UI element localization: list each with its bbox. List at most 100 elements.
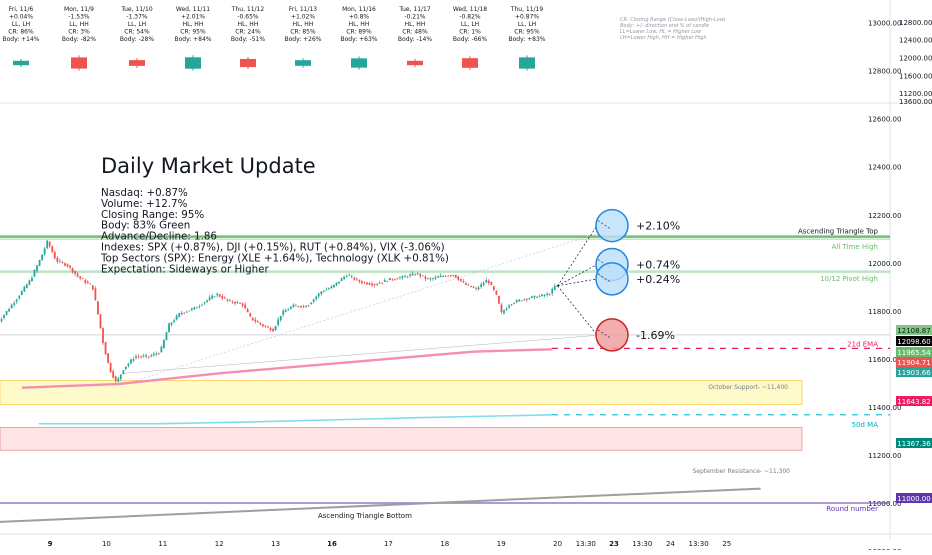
price-candle xyxy=(71,268,74,273)
y-axis-tick: 11000.00 xyxy=(868,500,901,508)
daily-card-line: LL, LH xyxy=(12,21,30,28)
daily-card-line: Body: +63% xyxy=(340,36,377,43)
price-candle xyxy=(378,282,381,284)
price-candle xyxy=(343,276,346,279)
price-candle xyxy=(340,278,343,282)
price-candle xyxy=(43,248,46,255)
price-candle xyxy=(551,288,554,294)
daily-card-candle xyxy=(295,60,311,66)
price-candle xyxy=(160,346,163,353)
price-candle xyxy=(320,291,323,294)
label-triangle-top: Ascending Triangle Top xyxy=(798,228,879,236)
price-candle xyxy=(300,306,302,308)
price-candle xyxy=(437,276,439,278)
price-badge: 11965.54 xyxy=(897,349,931,357)
price-candle xyxy=(150,355,153,357)
price-badge-bg xyxy=(896,367,932,377)
price-candle xyxy=(465,283,467,285)
price-candle xyxy=(124,366,127,370)
price-candle xyxy=(254,319,257,322)
price-candle xyxy=(269,327,272,331)
price-candle xyxy=(66,264,69,267)
daily-card-line: Body: -66% xyxy=(453,36,487,43)
daily-card-candle xyxy=(519,57,535,69)
price-candle xyxy=(295,305,297,307)
update-line: Top Sectors (SPX): Energy (XLE +1.64%), … xyxy=(100,252,449,264)
price-candle xyxy=(122,370,125,375)
price-candle xyxy=(305,306,307,308)
price-candle xyxy=(15,299,18,302)
x-axis-tick: 10 xyxy=(102,540,111,548)
projection-line xyxy=(557,285,598,336)
x-axis-tick: 13 xyxy=(271,540,280,548)
price-candle xyxy=(218,294,221,297)
price-candle xyxy=(241,303,244,306)
price-candle xyxy=(442,276,445,277)
price-candle xyxy=(353,277,356,280)
daily-card-line: -0.82% xyxy=(459,14,481,21)
price-candle xyxy=(0,319,3,322)
price-candle xyxy=(381,282,384,284)
price-candle xyxy=(99,314,102,329)
price-candle xyxy=(112,370,115,378)
price-candle xyxy=(249,313,252,317)
price-candle xyxy=(376,284,379,286)
price-candle xyxy=(152,353,155,356)
price-candle xyxy=(234,302,236,304)
price-badge-bg xyxy=(896,347,932,357)
price-candle xyxy=(495,290,498,295)
price-candle xyxy=(520,300,523,302)
price-badge-bg xyxy=(896,336,932,346)
price-candle xyxy=(61,262,64,263)
y-axis-tick: 12600.00 xyxy=(868,116,901,124)
target-label: +0.24% xyxy=(636,273,680,286)
daily-card-line: HL, HH xyxy=(405,21,426,28)
price-candle xyxy=(130,359,132,364)
zone-label-september: September Resistance- ~11,300 xyxy=(693,468,791,475)
daily-card-line: LL, LH xyxy=(518,21,536,28)
x-axis-tick: 9 xyxy=(48,540,53,548)
price-candle xyxy=(239,302,241,304)
ma50-line xyxy=(38,414,552,425)
y-axis-tick: 11600.00 xyxy=(868,356,901,364)
price-candle xyxy=(180,312,183,315)
daily-card-line: Wed, 11/18 xyxy=(453,6,487,13)
daily-card-line: CR: 1% xyxy=(459,29,481,36)
price-candle xyxy=(360,281,363,284)
daily-card-line: CR: 54% xyxy=(124,29,150,36)
daily-card-line: HL, HH xyxy=(293,21,314,28)
price-candle xyxy=(330,286,333,289)
price-badge: 12098.60 xyxy=(897,338,930,346)
price-candle xyxy=(25,284,28,289)
price-candle xyxy=(490,282,493,285)
price-candle xyxy=(310,302,313,305)
price-candle xyxy=(543,295,546,296)
price-badge-bg xyxy=(896,396,932,406)
price-candle xyxy=(525,298,528,300)
daily-card-line: Body: -82% xyxy=(62,36,96,43)
price-candle xyxy=(447,275,450,277)
price-candle xyxy=(140,356,142,358)
price-candle xyxy=(538,295,541,297)
price-candle xyxy=(454,274,457,278)
label-ema21: 21d EMA xyxy=(847,340,878,348)
triangle-bottom-label: Ascending Triangle Bottom xyxy=(318,512,412,520)
daily-card-line: Body: +84% xyxy=(174,36,211,43)
price-candle xyxy=(386,280,389,282)
price-candle xyxy=(48,241,51,247)
top-axis-tick: 11600.00 xyxy=(899,72,932,80)
price-candle xyxy=(482,283,485,285)
price-candle xyxy=(292,304,295,308)
projection-line xyxy=(557,225,598,287)
price-candle xyxy=(368,283,371,285)
y-axis-tick: 11400.00 xyxy=(868,404,901,412)
price-candle xyxy=(221,296,224,299)
update-line: Volume: +12.7% xyxy=(101,198,188,210)
price-candle xyxy=(287,309,290,311)
daily-card-candle xyxy=(129,60,145,66)
